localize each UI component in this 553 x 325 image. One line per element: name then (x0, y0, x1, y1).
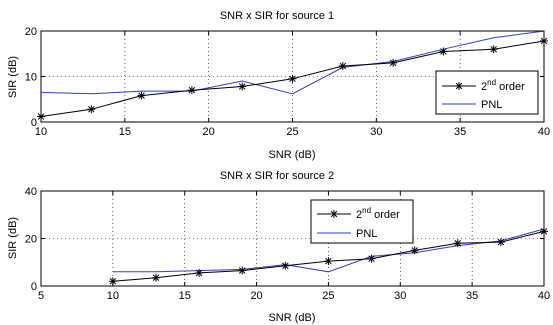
legend-label-rest: order (371, 209, 400, 221)
x-tick-label: 25 (322, 290, 334, 302)
y-tick-label: 0 (31, 117, 37, 129)
x-tick-label: 40 (538, 126, 550, 138)
data-point-marker (288, 74, 297, 83)
y-tick-label: 20 (25, 26, 37, 38)
plot-area (40, 190, 545, 287)
y-axis-label: SIR (dB) (7, 217, 19, 259)
legend-label-sup: nd (487, 78, 496, 87)
x-tick-label: 10 (35, 126, 47, 138)
legend: 2nd order PNL (435, 70, 539, 115)
data-point-marker (187, 86, 196, 95)
data-point-marker (453, 239, 462, 248)
legend-box (435, 70, 539, 115)
data-point-marker (324, 257, 333, 266)
x-tick-label: 5 (38, 290, 44, 302)
data-point-marker (87, 105, 96, 114)
data-point-marker (281, 261, 290, 270)
y-tick-label: 20 (25, 234, 37, 246)
data-point-marker (540, 37, 548, 46)
data-point-marker (410, 246, 419, 255)
asterisk-icon (455, 82, 463, 90)
x-tick-label: 30 (394, 290, 406, 302)
data-point-marker (195, 268, 204, 277)
x-tick-label: 15 (119, 126, 131, 138)
chart-title: SNR x SIR for source 1 (220, 10, 334, 22)
data-point-marker (238, 82, 247, 91)
legend-label-2nd-order: 2nd order (356, 206, 400, 221)
legend-marker-asterisk (455, 82, 463, 90)
x-tick-label: 40 (538, 290, 550, 302)
legend: 2nd order PNL (310, 199, 414, 244)
legend-box (310, 199, 414, 244)
legend-label-base: 2 (481, 81, 487, 93)
x-tick-label: 25 (286, 126, 298, 138)
chart-source-1: SNR x SIR for source 1 10 15 20 25 30 35 40 01… (7, 10, 550, 161)
data-point-marker (338, 62, 347, 71)
legend-label-pnl: PNL (356, 228, 377, 240)
data-point-marker (137, 91, 146, 100)
data-point-marker (37, 112, 45, 121)
x-tick-label: 30 (370, 126, 382, 138)
y-tick-label: 0 (31, 281, 37, 293)
series-layer (108, 227, 548, 286)
asterisk-icon (330, 210, 338, 218)
x-tick-label: 35 (454, 126, 466, 138)
data-point-marker (540, 227, 548, 236)
y-axis-ticks: 0 10 20 (25, 26, 544, 129)
legend-label-rest: order (496, 81, 525, 93)
x-tick-label: 20 (203, 126, 215, 138)
data-point-marker (439, 47, 448, 56)
x-axis-ticks: 10 15 20 25 30 35 40 (35, 31, 550, 138)
x-axis-ticks: 5 10 15 20 25 30 35 40 (38, 191, 550, 302)
x-axis-label: SNR (dB) (268, 149, 315, 161)
data-point-marker (151, 273, 160, 282)
legend-label-base: 2 (356, 209, 362, 221)
x-axis-label: SNR (dB) (268, 312, 315, 324)
x-tick-label: 20 (250, 290, 262, 302)
y-tick-label: 40 (25, 186, 37, 198)
x-tick-label: 10 (107, 290, 119, 302)
legend-label-sup: nd (362, 206, 371, 215)
legend-marker-asterisk (330, 210, 338, 218)
x-tick-label: 35 (466, 290, 478, 302)
data-point-marker (367, 254, 376, 263)
x-tick-label: 15 (179, 290, 191, 302)
legend-label-2nd-order: 2nd order (481, 78, 525, 93)
series-line-pnl (112, 228, 545, 273)
data-point-marker (389, 58, 398, 67)
chart-source-2: SNR x SIR for source 2 5 10 15 20 25 30 35 40 0… (7, 170, 550, 324)
data-point-marker (489, 45, 498, 54)
series-layer (37, 30, 548, 121)
data-point-marker (496, 238, 505, 247)
data-point-marker (238, 266, 247, 275)
y-tick-label: 10 (25, 72, 37, 84)
series-line-pnl (40, 30, 545, 95)
chart-title: SNR x SIR for source 2 (220, 170, 334, 182)
y-axis-label: SIR (dB) (7, 56, 19, 98)
legend-label-pnl: PNL (481, 99, 502, 111)
y-axis-ticks: 0 20 40 (25, 186, 544, 293)
